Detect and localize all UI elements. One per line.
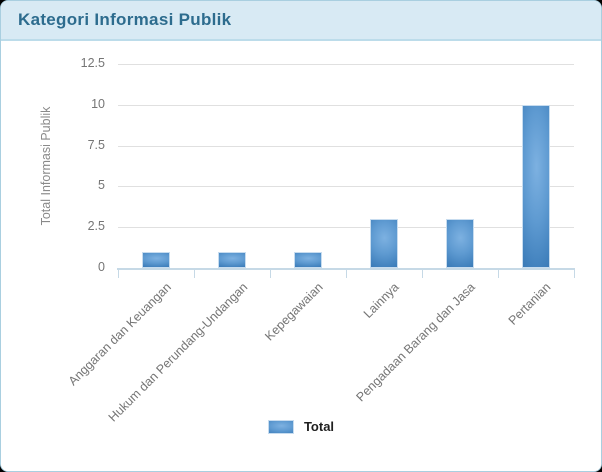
bar[interactable] [142, 252, 170, 268]
x-axis-tick [498, 270, 499, 278]
page-title: Kategori Informasi Publik [18, 10, 232, 29]
y-tick-label: 10 [91, 97, 105, 111]
y-axis-title: Total Informasi Publik [39, 106, 53, 226]
bar-chart: Total Informasi Publik 0 2.5 5 7.5 10 12.5 Ang… [1, 41, 601, 471]
x-axis-category-label: Pertanian [506, 280, 554, 328]
gridline [118, 105, 574, 106]
legend: Total [1, 419, 601, 434]
x-axis-tick [574, 270, 575, 278]
bar[interactable] [446, 219, 474, 268]
y-tick-label: 0 [98, 260, 105, 274]
x-axis-line [117, 268, 575, 270]
x-axis-category-label: Lainnya [361, 280, 402, 321]
x-axis-category-label: Kepegawaian [262, 280, 326, 344]
card-header: Kategori Informasi Publik [1, 1, 601, 41]
x-axis-tick [422, 270, 423, 278]
x-axis-tick [118, 270, 119, 278]
bar[interactable] [522, 105, 550, 268]
gridline [118, 227, 574, 228]
x-axis-category-label: Hukum dan Perundang-Undangan [105, 280, 250, 425]
bar[interactable] [218, 252, 246, 268]
legend-label-total[interactable]: Total [303, 419, 335, 434]
x-axis-tick [194, 270, 195, 278]
x-axis-tick [346, 270, 347, 278]
gridline [118, 146, 574, 147]
bar[interactable] [294, 252, 322, 268]
legend-swatch-total-icon[interactable] [267, 419, 294, 434]
y-tick-label: 5 [98, 178, 105, 192]
y-tick-label: 2.5 [87, 219, 105, 233]
y-tick-label: 12.5 [80, 56, 105, 70]
gridline [118, 186, 574, 187]
gridline [118, 64, 574, 65]
y-tick-label: 7.5 [87, 138, 105, 152]
bar[interactable] [370, 219, 398, 268]
x-axis-tick [270, 270, 271, 278]
